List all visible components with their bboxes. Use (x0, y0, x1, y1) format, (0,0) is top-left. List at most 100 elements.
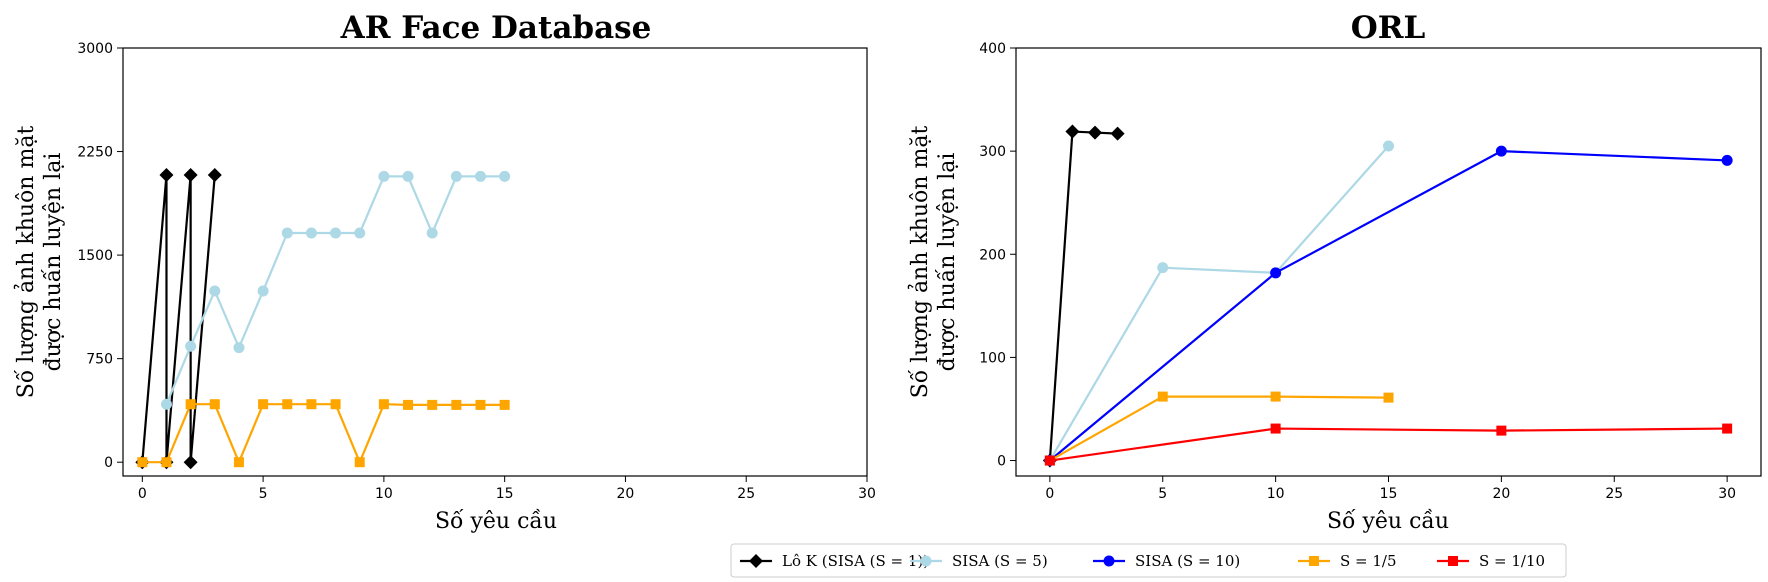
series-s110 (1044, 423, 1733, 466)
data-point-s15 (233, 457, 244, 468)
y-axis-label-line-2: được huấn luyện lại (934, 153, 960, 372)
legend-marker (1103, 555, 1115, 567)
data-point-s5 (354, 227, 366, 239)
plot-frame (1015, 47, 1762, 477)
legend-item-s10: SISA (S = 10) (1093, 552, 1240, 570)
data-point-s110 (1722, 423, 1733, 434)
x-tick-label: 10 (1267, 486, 1285, 502)
data-point-s10 (1270, 267, 1282, 279)
series-k (135, 168, 222, 470)
data-point-k (183, 455, 198, 470)
y-axis-label-line-1: Số lượng ảnh khuôn mặt (907, 126, 933, 399)
legend-label: SISA (S = 10) (1135, 552, 1240, 570)
chart-ar-face: AR Face Database 0 5 10 15 20 25 30 0 750 1500 225… (13, 10, 876, 534)
series-s10 (1044, 145, 1733, 467)
x-tick-label: 15 (496, 486, 514, 502)
y-tick-label: 300 (979, 144, 1006, 160)
series-line-s5 (1048, 145, 1390, 462)
data-point-s5 (475, 170, 487, 182)
x-tick-label: 30 (858, 486, 876, 502)
y-tick-label: 200 (979, 247, 1006, 263)
legend-label: S = 1/5 (1340, 552, 1397, 570)
series-line-k (1048, 130, 1118, 461)
data-point-s15 (475, 399, 486, 410)
legend-frame (730, 543, 1567, 578)
data-point-s15 (306, 399, 317, 410)
data-point-s5 (1157, 262, 1169, 274)
data-point-s15 (330, 399, 341, 410)
legend-marker (1448, 556, 1458, 566)
y-tick-label: 750 (86, 352, 113, 368)
data-point-s15 (161, 457, 172, 468)
legend-item-s15: S = 1/5 (1298, 552, 1397, 570)
data-point-s5 (450, 170, 462, 182)
x-tick-label: 20 (617, 486, 635, 502)
data-point-s5 (305, 227, 317, 239)
legend-item-k: Lô K (SISA (S = 1)) (740, 552, 929, 570)
data-point-s5 (499, 170, 511, 182)
data-point-s15 (451, 399, 462, 410)
data-point-s15 (258, 399, 269, 410)
data-point-s5 (233, 342, 245, 354)
series-layer (135, 168, 511, 470)
y-tick-label: 0 (997, 454, 1006, 470)
x-tick-label: 30 (1718, 486, 1736, 502)
series-line-s110 (1049, 427, 1728, 462)
tick-layer: 0 5 10 15 20 25 30 0 750 1500 2250 3000 (77, 41, 876, 502)
data-point-k (183, 168, 198, 183)
data-point-s5 (1383, 140, 1394, 152)
x-tick-label: 5 (1158, 486, 1167, 502)
series-s5 (1044, 140, 1394, 467)
data-point-s15 (354, 457, 365, 468)
y-tick-label: 2250 (77, 145, 113, 161)
legend-marker (749, 554, 763, 568)
series-line-k (141, 173, 216, 464)
y-tick-label: 0 (104, 455, 113, 471)
legend-item-s5: SISA (S = 5) (910, 552, 1048, 570)
data-point-s15 (282, 399, 293, 410)
data-point-s15 (499, 399, 510, 410)
series-s5 (160, 170, 511, 410)
data-point-s15 (427, 399, 438, 410)
series-s15 (137, 399, 510, 468)
series-k (1042, 124, 1125, 468)
data-point-s15 (137, 457, 148, 468)
data-point-s5 (209, 285, 221, 297)
data-point-k (159, 168, 174, 183)
data-point-s110 (1270, 423, 1281, 434)
data-point-k (1065, 124, 1080, 139)
data-point-s15 (378, 399, 389, 410)
chart-title: ORL (1351, 10, 1426, 46)
data-point-k (207, 168, 222, 183)
legend-label: Lô K (SISA (S = 1)) (782, 552, 929, 570)
series-layer (1042, 124, 1733, 468)
x-tick-label: 0 (138, 486, 147, 502)
x-tick-label: 25 (737, 486, 755, 502)
series-line-s10 (1049, 150, 1728, 462)
data-point-s5 (257, 285, 269, 297)
data-point-s15 (185, 399, 196, 410)
x-tick-label: 15 (1380, 486, 1398, 502)
data-point-s5 (402, 170, 414, 182)
data-point-s110 (1496, 425, 1507, 436)
y-axis-label-line-2: được huấn luyện lại (40, 153, 66, 372)
x-axis-label: Số yêu cầu (1327, 508, 1449, 534)
data-point-s10 (1495, 145, 1507, 157)
plot-frame (122, 47, 868, 477)
legend: Lô K (SISA (S = 1)) SISA (S = 5) SISA (S =… (730, 543, 1567, 578)
data-point-s15 (1270, 391, 1281, 402)
data-point-s15 (1157, 391, 1168, 402)
data-point-s5 (330, 227, 342, 239)
legend-item-s110: S = 1/10 (1437, 552, 1545, 570)
data-point-s15 (209, 399, 220, 410)
series-line-s15 (1049, 395, 1389, 462)
x-tick-label: 10 (375, 486, 393, 502)
data-point-s15 (403, 399, 414, 410)
x-tick-label: 0 (1045, 486, 1054, 502)
data-point-s5 (378, 170, 390, 182)
legend-label: S = 1/10 (1479, 552, 1545, 570)
data-point-s5 (185, 340, 197, 352)
x-axis-label: Số yêu cầu (435, 508, 557, 534)
